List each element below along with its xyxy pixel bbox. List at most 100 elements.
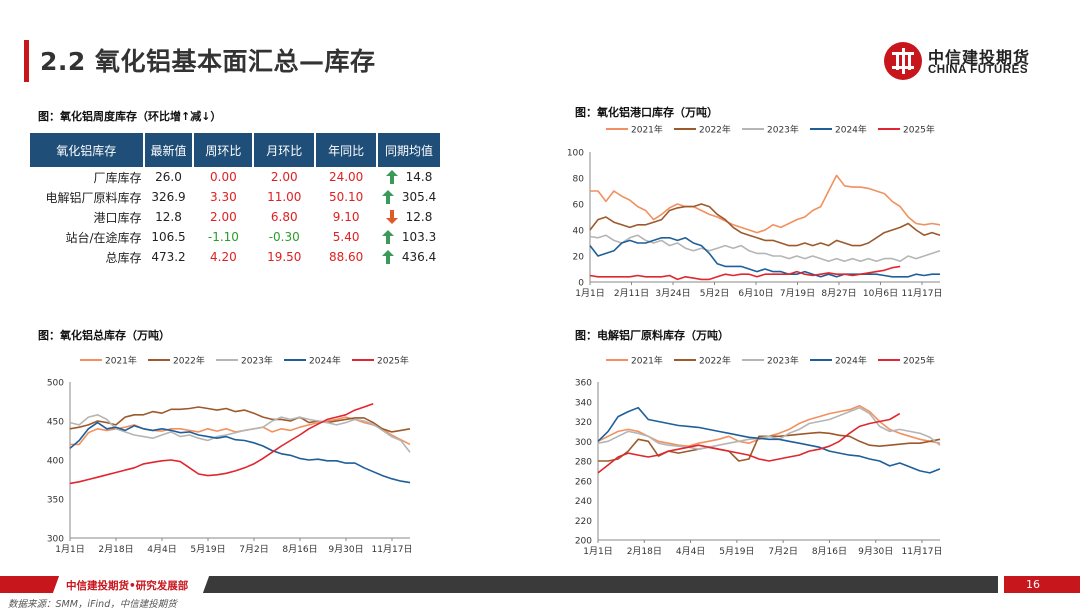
data-source: 数据来源：SMM，iFind，中信建投期货 bbox=[8, 599, 177, 608]
y-tick-label: 500 bbox=[47, 379, 64, 389]
electrolytic-inventory-chart: 2021年 2022年 2023年 2024年 2025年 200 220 240 260 280… bbox=[575, 355, 943, 558]
chart-caption-port: 图：氧化铝港口库存（万吨） bbox=[575, 106, 718, 119]
x-tick-label: 8月16日 bbox=[812, 546, 847, 557]
legend-label: 2021年 bbox=[631, 355, 663, 367]
table-cell-mom: 11.00 bbox=[267, 190, 302, 204]
x-tick-label: 11月17日 bbox=[372, 544, 413, 555]
x-tick-label: 2月18日 bbox=[627, 546, 662, 557]
y-tick-label: 280 bbox=[575, 458, 592, 468]
series-line-2024 bbox=[589, 237, 940, 278]
chart-caption-total: 图：氧化铝总库存（万吨） bbox=[38, 329, 170, 342]
y-tick-label: 40 bbox=[573, 227, 585, 237]
y-tick-label: 240 bbox=[575, 497, 592, 507]
table-cell-avg: 305.4 bbox=[377, 187, 441, 207]
chart-legend: 2021年 2022年 2023年 2024年 2025年 bbox=[80, 355, 409, 367]
table-cell-avg-value: 436.4 bbox=[401, 249, 437, 264]
table-cell-avg: 436.4 bbox=[377, 247, 441, 267]
table-row: 站台/在途库存 106.5 -1.10 -0.30 5.40 103.3 bbox=[30, 227, 441, 247]
table-header-cell: 月环比 bbox=[253, 133, 317, 167]
table-cell-name: 港口库存 bbox=[93, 210, 142, 225]
table-cell-avg: 14.8 bbox=[377, 167, 441, 187]
logo-english-text: CHINA FUTURES bbox=[928, 64, 1028, 76]
trend-down-arrow-icon bbox=[385, 210, 398, 225]
page-number: 16 bbox=[1026, 578, 1040, 591]
page-title: 2.2 氧化铝基本面汇总—库存 bbox=[40, 47, 376, 76]
y-tick-label: 220 bbox=[575, 517, 592, 527]
y-tick-label: 80 bbox=[573, 175, 585, 185]
table-cell-avg-value: 14.8 bbox=[405, 169, 433, 184]
series-line-2023 bbox=[597, 406, 941, 450]
x-tick-label: 2月18日 bbox=[98, 544, 133, 555]
table-cell-yoy: 5.40 bbox=[332, 230, 360, 244]
trend-up-arrow-icon bbox=[381, 250, 394, 265]
table-header-cell: 氧化铝库存 bbox=[30, 133, 145, 167]
series-line-2021 bbox=[590, 174, 941, 234]
legend-label: 2023年 bbox=[241, 355, 273, 367]
total-inventory-chart: 2021年 2022年 2023年 2024年 2025年 300 350 400 450 500… bbox=[47, 355, 413, 556]
series-line-2022 bbox=[589, 203, 941, 247]
table-row: 港口库存 12.8 2.00 6.80 9.10 12.8 bbox=[30, 207, 441, 227]
table-header-cell: 同期均值 bbox=[377, 133, 442, 167]
x-tick-label: 7月2日 bbox=[239, 544, 268, 555]
x-tick-label: 6月10日 bbox=[738, 288, 773, 299]
x-tick-label: 1月1日 bbox=[583, 546, 612, 557]
table-cell-wow: 0.00 bbox=[210, 170, 237, 184]
chart-legend: 2021年 2022年 2023年 2024年 2025年 bbox=[606, 124, 935, 136]
legend-label: 2023年 bbox=[767, 355, 799, 367]
series-line-2023 bbox=[589, 234, 941, 262]
title-accent-bar bbox=[24, 40, 29, 82]
y-tick-label: 100 bbox=[567, 149, 584, 159]
table-cell-latest: 326.9 bbox=[151, 190, 186, 204]
table-cell-latest: 106.5 bbox=[151, 230, 186, 244]
y-tick-label: 20 bbox=[573, 253, 585, 263]
table-cell-yoy: 24.00 bbox=[328, 170, 364, 184]
table-cell-avg-value: 12.8 bbox=[405, 209, 433, 224]
table-cell-mom: 6.80 bbox=[270, 210, 298, 224]
inventory-table: 氧化铝库存 最新值 周环比 月环比 年同比 同期均值 厂库库存 26.0 0.00 2… bbox=[30, 133, 442, 267]
legend-label: 2023年 bbox=[767, 124, 799, 136]
table-cell-wow: -1.10 bbox=[207, 230, 239, 244]
legend-label: 2024年 bbox=[835, 355, 867, 367]
table-cell-avg-value: 103.3 bbox=[401, 229, 437, 244]
x-tick-label: 10月6日 bbox=[863, 288, 898, 299]
table-header-cell: 年同比 bbox=[315, 133, 379, 167]
table-cell-latest: 473.2 bbox=[151, 250, 186, 264]
legend-label: 2024年 bbox=[835, 124, 867, 136]
y-tick-label: 60 bbox=[573, 201, 585, 211]
x-tick-label: 7月2日 bbox=[768, 546, 797, 557]
series-line-2021 bbox=[597, 404, 941, 447]
legend-label: 2021年 bbox=[105, 355, 137, 367]
table-cell-name: 电解铝厂原料库存 bbox=[45, 190, 142, 205]
legend-label: 2021年 bbox=[631, 124, 663, 136]
series-line-2025 bbox=[597, 412, 901, 474]
port-inventory-chart: 2021年 2022年 2023年 2024年 2025年 0 20 40 60 80 100 1月1… bbox=[567, 124, 943, 300]
y-tick-label: 360 bbox=[575, 379, 592, 389]
x-tick-label: 4月4日 bbox=[147, 544, 176, 555]
table-cell-latest: 26.0 bbox=[155, 170, 182, 184]
series-line-2023 bbox=[69, 414, 411, 453]
table-cell-avg-value: 305.4 bbox=[401, 189, 437, 204]
y-tick-label: 400 bbox=[47, 457, 64, 467]
table-cell-name: 厂库库存 bbox=[93, 170, 142, 185]
y-tick-label: 320 bbox=[575, 418, 592, 428]
table-cell-avg: 12.8 bbox=[377, 207, 441, 227]
x-tick-label: 4月4日 bbox=[676, 546, 705, 557]
table-cell-avg: 103.3 bbox=[377, 227, 441, 247]
table-cell-yoy: 9.10 bbox=[332, 210, 360, 224]
y-tick-label: 350 bbox=[47, 496, 64, 506]
chart-caption-electrolytic: 图：电解铝厂原料库存（万吨） bbox=[575, 329, 729, 342]
logo-chinese-text: 中信建投期货 bbox=[928, 48, 1031, 67]
series-line-2025 bbox=[589, 265, 901, 281]
y-tick-label: 300 bbox=[47, 535, 64, 545]
table-header-cell: 最新值 bbox=[143, 133, 195, 167]
chart-legend: 2021年 2022年 2023年 2024年 2025年 bbox=[606, 355, 935, 367]
table-header-cell: 周环比 bbox=[193, 133, 255, 167]
table-cell-latest: 12.8 bbox=[155, 210, 182, 224]
series-line-2025 bbox=[69, 403, 374, 485]
footer-org-label: 中信建投期货•研究发展部 bbox=[66, 580, 189, 592]
legend-label: 2022年 bbox=[699, 124, 731, 136]
series-line-2024 bbox=[597, 406, 941, 474]
table-cell-mom: 19.50 bbox=[267, 250, 302, 264]
page-number-box bbox=[1004, 576, 1080, 593]
table-cell-wow: 3.30 bbox=[210, 190, 237, 204]
